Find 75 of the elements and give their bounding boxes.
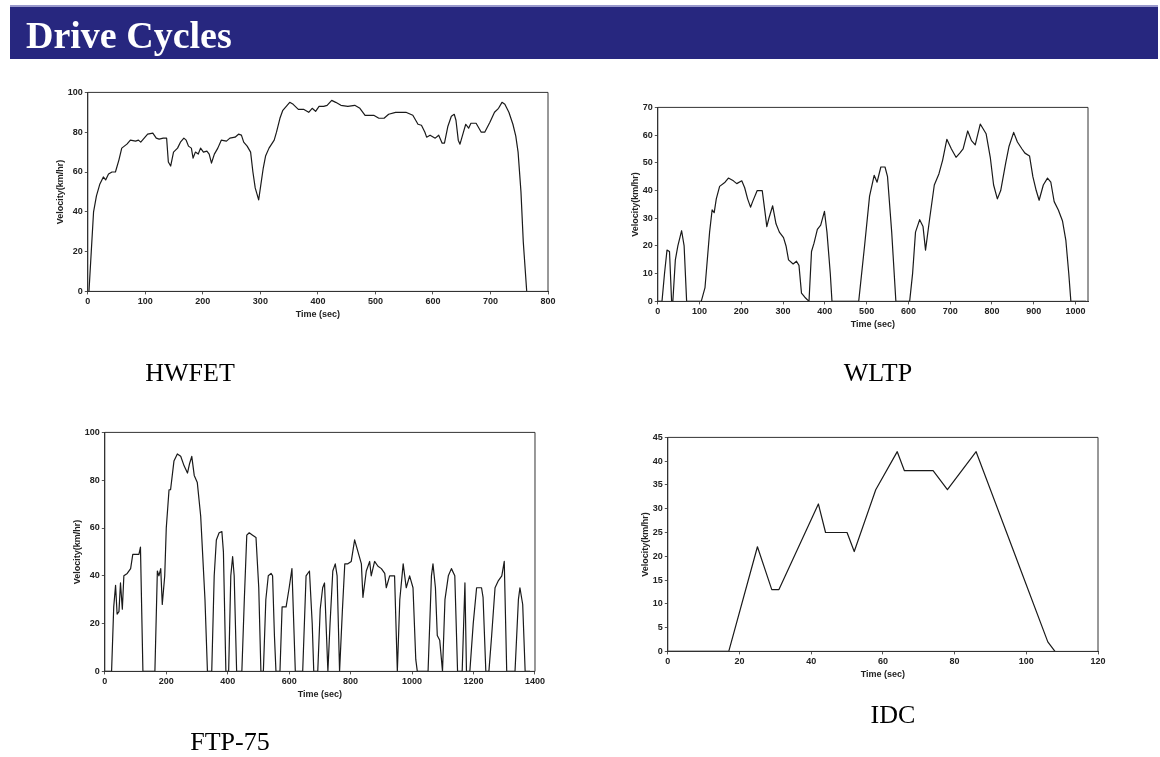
y-tick-label: 10 (652, 598, 663, 609)
text: IDC (870, 700, 916, 730)
x-tick-label: 40 (806, 656, 817, 667)
x-axis-title: Time (sec) (860, 669, 906, 680)
x-tick-label: 1000 (1065, 306, 1086, 317)
y-tick-label: 50 (642, 157, 653, 168)
y-tick-label: 80 (89, 474, 100, 485)
x-tick-label: 1000 (402, 676, 423, 687)
x-tick-label: 900 (1026, 306, 1042, 317)
y-tick-label: 15 (652, 574, 663, 585)
y-tick-label: 40 (89, 570, 100, 581)
text: WLTP (843, 358, 913, 388)
x-tick-label: 400 (310, 296, 326, 307)
x-axis-title: Time (sec) (295, 309, 341, 320)
x-tick-label: 800 (540, 296, 556, 307)
y-tick-label: 30 (652, 503, 663, 514)
x-tick-label: 200 (195, 296, 211, 307)
x-tick-label: 60 (877, 656, 888, 667)
y-tick-label: 5 (657, 622, 663, 633)
x-tick-label: 600 (900, 306, 916, 317)
x-tick-label: 1400 (524, 676, 545, 687)
y-tick-label: 70 (642, 101, 653, 112)
x-tick-label: 800 (343, 676, 359, 687)
x-tick-label: 200 (733, 306, 749, 317)
x-axis-title: Time (sec) (850, 319, 896, 330)
x-tick-label: 700 (482, 296, 498, 307)
y-tick-label: 60 (89, 522, 100, 533)
y-tick-label: 0 (657, 645, 663, 656)
y-axis-title: Velocity(km/hr) (629, 172, 640, 237)
y-tick-label: 35 (652, 479, 663, 490)
text: Drive Cycles (26, 13, 232, 57)
x-tick-label: 20 (734, 656, 745, 667)
y-tick-label: 0 (94, 665, 100, 676)
y-axis-title: Velocity(km/hr) (639, 512, 650, 577)
x-tick-label: 600 (425, 296, 441, 307)
x-tick-label: 1200 (463, 676, 484, 687)
x-tick-label: 300 (252, 296, 268, 307)
x-tick-label: 400 (817, 306, 833, 317)
y-axis-title: Velocity(km/hr) (71, 519, 82, 585)
y-tick-label: 20 (72, 246, 83, 257)
y-tick-label: 20 (89, 618, 100, 629)
x-tick-label: 400 (220, 676, 236, 687)
x-tick-label: 200 (158, 676, 174, 687)
x-tick-label: 120 (1090, 656, 1106, 667)
text: FTP-75 (190, 727, 270, 757)
y-tick-label: 40 (652, 455, 663, 466)
y-tick-label: 40 (72, 206, 83, 217)
y-tick-label: 20 (642, 240, 653, 251)
y-tick-label: 20 (652, 550, 663, 561)
text: HWFET (145, 358, 235, 388)
y-tick-label: 25 (652, 527, 663, 537)
x-tick-label: 500 (859, 306, 875, 317)
y-tick-label: 80 (72, 126, 83, 137)
y-tick-label: 30 (642, 212, 653, 223)
y-tick-label: 0 (77, 285, 83, 296)
x-tick-label: 500 (367, 296, 383, 307)
x-axis-title: Time (sec) (297, 689, 343, 700)
x-tick-label: 800 (984, 306, 1000, 317)
y-axis-title: Velocity(km/hr) (54, 159, 65, 225)
x-tick-label: 600 (281, 676, 297, 687)
x-tick-label: 0 (102, 676, 108, 687)
x-tick-label: 300 (775, 306, 791, 317)
x-tick-label: 80 (949, 656, 960, 667)
y-tick-label: 60 (642, 129, 653, 140)
x-tick-label: 100 (137, 296, 153, 307)
y-tick-label: 40 (642, 185, 653, 196)
y-tick-label: 100 (84, 426, 100, 437)
x-tick-label: 700 (942, 306, 958, 317)
y-tick-label: 100 (67, 86, 83, 97)
x-tick-label: 100 (1018, 656, 1034, 667)
y-tick-label: 60 (72, 166, 83, 177)
y-tick-label: 10 (642, 268, 653, 279)
x-tick-label: 100 (692, 306, 708, 317)
x-tick-label: 0 (665, 656, 671, 667)
y-tick-label: 45 (652, 431, 663, 442)
